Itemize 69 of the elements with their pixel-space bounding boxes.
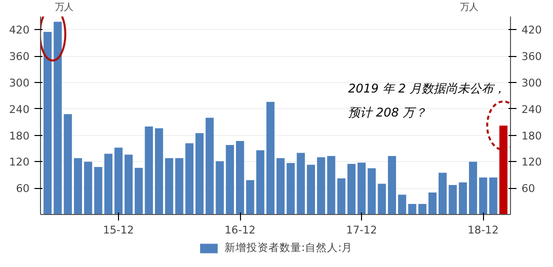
annotation: 2019 年 2 月数据尚未公布，	[348, 82, 506, 96]
annotation: 预计 208 万？	[348, 105, 427, 120]
x-tick-label: 15-12	[103, 224, 134, 236]
legend-label: 新增投资者数量:自然人:月	[224, 241, 353, 255]
bar	[266, 102, 274, 214]
bar	[206, 118, 214, 214]
y-tick-label: 60	[16, 182, 30, 196]
bar	[388, 156, 396, 214]
bar	[144, 126, 153, 214]
bar	[84, 162, 92, 214]
y-axis-title: 万人	[54, 2, 73, 14]
y2-tick-label: 420	[522, 24, 542, 37]
bar	[468, 162, 478, 214]
bar	[438, 172, 447, 214]
bar	[378, 184, 386, 214]
bar	[458, 182, 467, 214]
bar	[44, 32, 52, 214]
y2-tick-label: 360	[522, 50, 542, 64]
bar	[479, 178, 488, 214]
bar	[276, 158, 285, 214]
bar	[327, 156, 336, 214]
bar	[499, 126, 508, 214]
bar	[296, 152, 305, 214]
bar	[94, 166, 102, 214]
bar	[368, 168, 376, 214]
bar	[428, 192, 437, 214]
bar	[418, 204, 426, 214]
bar	[154, 128, 164, 214]
bar	[64, 114, 72, 214]
bar	[216, 161, 224, 214]
bar	[306, 164, 316, 214]
y2-tick-label: 240	[522, 102, 542, 116]
bar	[337, 178, 346, 214]
y-tick-label: 120	[9, 156, 30, 169]
bar	[448, 185, 457, 214]
x-tick-label: 17-12	[346, 224, 378, 236]
x-tick-label: 16-12	[224, 224, 256, 236]
bar	[195, 133, 204, 214]
bar	[226, 144, 234, 214]
bar	[74, 158, 82, 214]
y2-tick-label: 300	[522, 76, 542, 90]
y-tick-label: 180	[9, 129, 30, 142]
bar	[358, 162, 366, 214]
bar	[165, 158, 174, 214]
bar	[185, 143, 194, 214]
bar	[124, 154, 133, 214]
y2-tick-label: 120	[522, 156, 542, 169]
bar	[256, 150, 264, 214]
bar	[246, 180, 254, 214]
y2-tick-label: 180	[522, 129, 542, 142]
x-tick-label: 18-12	[468, 224, 499, 236]
bar	[114, 148, 123, 214]
bar	[175, 158, 184, 214]
y-tick-label: 240	[9, 102, 30, 116]
bar	[317, 157, 326, 214]
bar	[54, 22, 62, 214]
bar	[398, 194, 406, 214]
bar	[489, 178, 498, 214]
y2-tick-label: 60	[522, 182, 536, 196]
bar	[134, 168, 143, 214]
bar	[104, 154, 112, 214]
bar	[286, 163, 295, 214]
y2-axis-title: 万人	[460, 2, 478, 14]
y-tick-label: 360	[9, 50, 30, 64]
y-tick-label: 300	[9, 76, 30, 90]
y-tick-label: 420	[9, 24, 30, 37]
bar	[236, 141, 244, 214]
bar	[347, 164, 356, 214]
bar	[408, 204, 416, 214]
